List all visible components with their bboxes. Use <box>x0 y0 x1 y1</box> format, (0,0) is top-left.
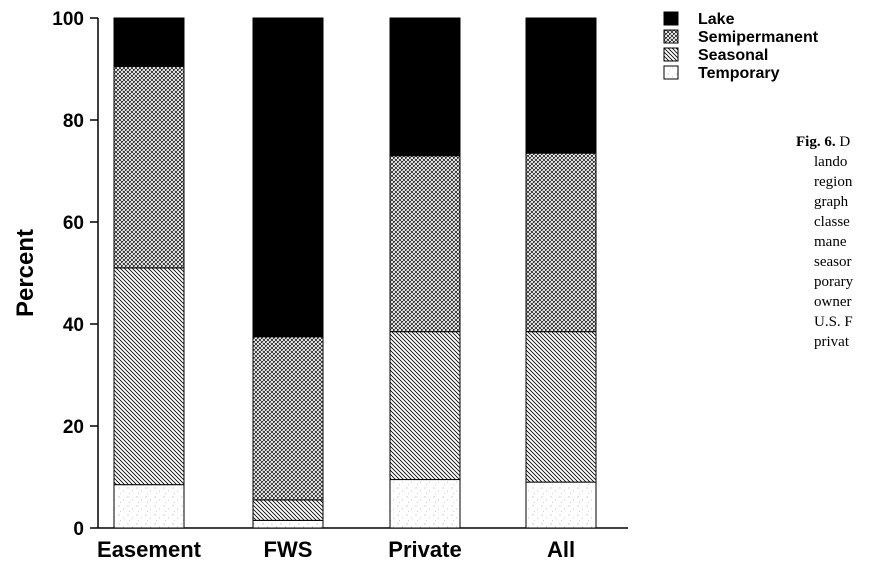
bar-segment-lake-all <box>525 17 597 154</box>
x-tick-labels: Easement FWS Private All <box>97 537 575 562</box>
bar-segment-seasonal-private <box>389 331 461 481</box>
bar-segment-temporary-fws <box>252 519 324 529</box>
caption-line: privat <box>814 334 849 350</box>
bar-segment-lake-easement <box>113 17 185 67</box>
bar-segment-seasonal-easement <box>113 267 185 486</box>
legend-label-temporary: Temporary <box>698 65 780 82</box>
y-tick-label: 0 <box>73 519 84 540</box>
x-tick-label: Private <box>388 537 461 562</box>
legend-swatch-seasonal <box>663 47 679 62</box>
bar-segment-lake-private <box>389 17 461 157</box>
y-tick-label: 100 <box>52 9 84 30</box>
bar-segment-semipermanent-easement <box>113 65 185 269</box>
bar-segment-semipermanent-private <box>389 155 461 333</box>
y-tick-label: 40 <box>63 315 84 336</box>
y-tick-label: 80 <box>63 111 84 132</box>
x-tick-label: Easement <box>97 537 202 562</box>
legend-label-semipermanent: Semipermanent <box>698 29 819 46</box>
caption-line: U.S. F <box>814 314 853 330</box>
bar-segment-lake-fws <box>252 17 324 338</box>
axes: 0 20 40 60 80 100 <box>52 9 628 540</box>
y-tick-label: 20 <box>63 417 84 438</box>
bar-segment-temporary-easement <box>113 484 185 529</box>
x-tick-label: FWS <box>264 537 313 562</box>
caption-line: classe <box>814 214 850 230</box>
legend-label-seasonal: Seasonal <box>698 47 768 64</box>
bar-segment-semipermanent-fws <box>252 336 324 501</box>
caption-line: porary <box>814 274 854 290</box>
bar-segment-temporary-all <box>525 481 597 529</box>
bar-segment-temporary-private <box>389 479 461 529</box>
y-axis-label: Percent <box>12 229 39 317</box>
caption-line: lando <box>814 154 848 170</box>
bar-segment-seasonal-all <box>525 331 597 483</box>
legend-swatch-semipermanent <box>663 29 679 44</box>
caption-line: region <box>814 174 853 190</box>
legend-label-lake: Lake <box>698 11 735 28</box>
y-tick-label: 60 <box>63 213 84 234</box>
legend-swatch-lake <box>663 11 679 26</box>
bars-group <box>113 17 597 529</box>
bar-segment-seasonal-fws <box>252 499 324 521</box>
bar-segment-semipermanent-all <box>525 152 597 333</box>
legend-swatch-temporary <box>663 65 679 80</box>
figure-caption: Fig. 6. D lando region graph classe mane… <box>796 132 883 352</box>
figure-number: Fig. 6. <box>796 134 836 150</box>
caption-line: seasor <box>814 254 852 270</box>
caption-line: D <box>839 134 851 150</box>
x-tick-label: All <box>547 537 575 562</box>
caption-line: owner <box>814 294 852 310</box>
caption-line: graph <box>814 194 849 210</box>
caption-line: mane <box>814 234 847 250</box>
